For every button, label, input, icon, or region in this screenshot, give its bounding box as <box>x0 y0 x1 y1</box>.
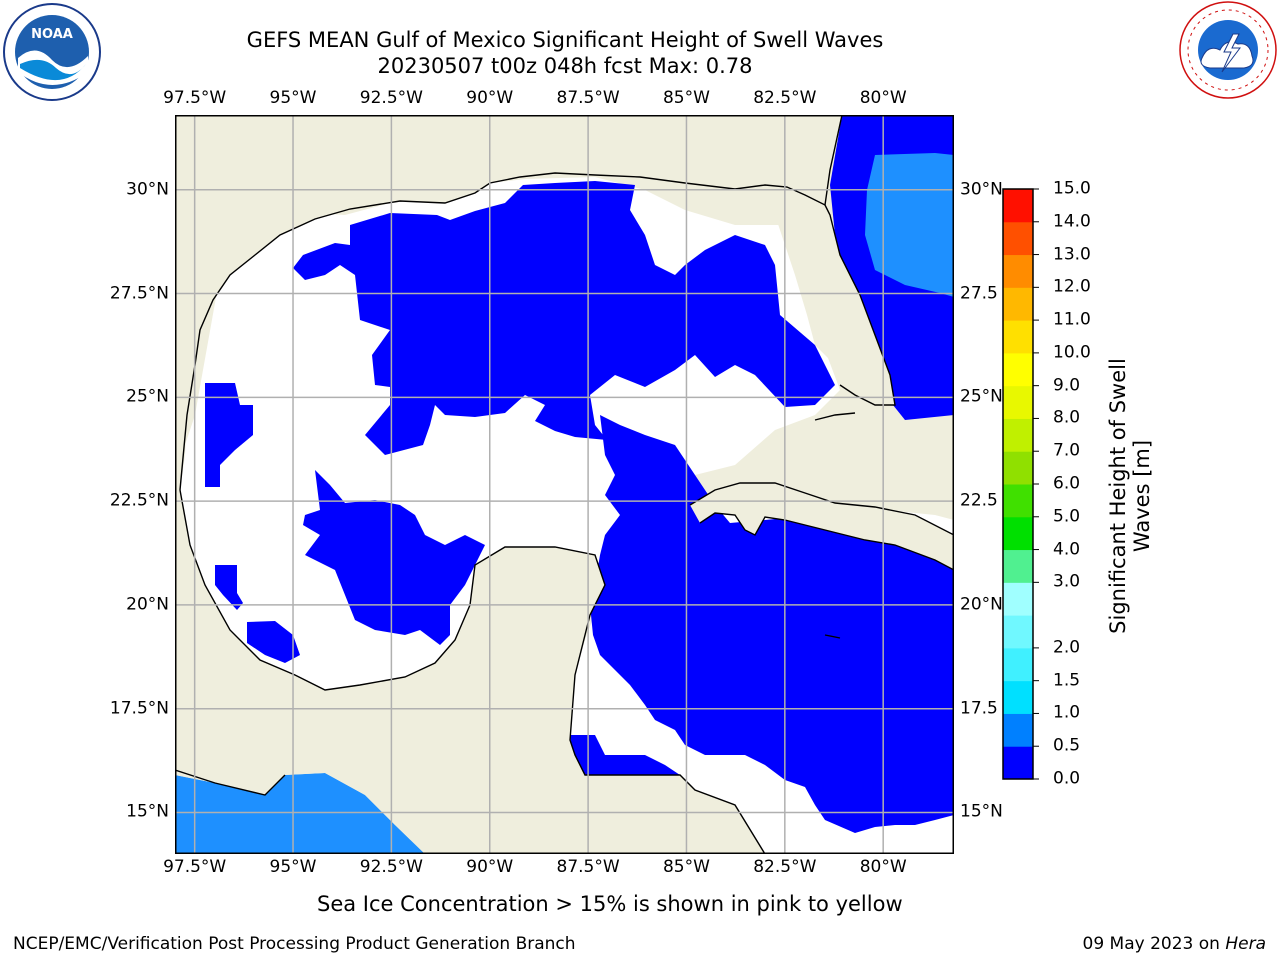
colorbar-band <box>1003 254 1033 288</box>
colorbar-tick-label: 8.0 <box>1053 407 1081 428</box>
lat-tick-label-right: 20°N <box>960 594 1003 615</box>
colorbar-title-line2: Waves [m] <box>1130 439 1154 553</box>
colorbar-band <box>1003 713 1033 747</box>
colorbar-band <box>1003 385 1033 419</box>
western-gulf-blue-field <box>303 470 485 645</box>
lon-tick-label: 92.5°W <box>359 857 423 877</box>
colorbar-tick-label: 0.0 <box>1053 768 1081 789</box>
map-frame <box>175 115 954 854</box>
colorbar-tick-label: 1.0 <box>1053 702 1081 723</box>
map-title-line2: 20230507 t00z 048h fcst Max: 0.78 <box>377 54 753 78</box>
pacific-light-field <box>175 773 425 854</box>
lat-tick-label-right: 25°N <box>960 386 1003 407</box>
colorbar-title-line1: Significant Height of Swell <box>1106 358 1130 634</box>
nws-logo <box>1178 0 1278 100</box>
lon-tick-label: 80°W <box>859 88 907 108</box>
footer-left: NCEP/EMC/Verification Post Processing Pr… <box>13 934 576 954</box>
lon-tick-label: 82.5°W <box>753 88 817 108</box>
gulf-of-honduras-blue-patch <box>570 735 680 775</box>
lon-tick-label: 85°W <box>662 88 710 108</box>
colorbar-tick-label: 5.0 <box>1053 506 1081 527</box>
graticule <box>175 115 954 854</box>
colorbar-band <box>1003 189 1033 223</box>
lat-tick-label-right: 22.5 <box>960 490 998 511</box>
map-plot <box>175 115 954 854</box>
sea-ice-note: Sea Ice Concentration > 15% is shown in … <box>317 892 903 916</box>
colorbar-band <box>1003 549 1033 583</box>
lon-tick-label: 87.5°W <box>556 88 620 108</box>
colorbar-band <box>1003 484 1033 518</box>
colorbar-title: Significant Height of Swell Waves [m] <box>1106 316 1154 676</box>
colorbar-tick-label: 13.0 <box>1053 244 1091 265</box>
footer-host: Hera <box>1225 934 1266 954</box>
lat-tick-label-left: 30°N <box>126 179 169 200</box>
colorbar-band <box>1003 647 1033 682</box>
colorbar-tick-label: 7.0 <box>1053 440 1081 461</box>
noaa-logo-text: NOAA <box>31 27 73 42</box>
colorbar-band <box>1003 582 1033 616</box>
lon-tick-label: 90°W <box>466 88 514 108</box>
colorbar-band <box>1003 320 1033 354</box>
lon-tick-label: 97.5°W <box>163 88 227 108</box>
colorbar-tick-label: 14.0 <box>1053 211 1091 232</box>
colorbar-band <box>1003 451 1033 485</box>
lon-tick-label: 95°W <box>269 857 317 877</box>
lat-tick-label-left: 17.5°N <box>109 698 169 719</box>
colorbar-tick-label: 15.0 <box>1053 178 1091 199</box>
lon-tick-label: 80°W <box>859 857 907 877</box>
lon-tick-label: 87.5°W <box>556 857 620 877</box>
noaa-logo: NOAA <box>2 2 102 102</box>
lat-tick-label-right: 17.5 <box>960 698 998 719</box>
colorbar-tick-label: 2.0 <box>1053 637 1081 658</box>
lon-tick-label: 97.5°W <box>163 857 227 877</box>
lat-tick-label-left: 20°N <box>126 594 169 615</box>
bay-of-campeche-blue-patch <box>215 565 243 610</box>
lon-tick-label: 90°W <box>466 857 514 877</box>
lon-tick-label: 95°W <box>269 88 317 108</box>
colorbar-tick-label: 12.0 <box>1053 276 1091 297</box>
land-mexico-central-america <box>175 495 765 854</box>
colorbar-band <box>1003 615 1033 649</box>
colorbar-band <box>1003 352 1033 387</box>
map-title-line1: GEFS MEAN Gulf of Mexico Significant Hei… <box>246 28 884 52</box>
land-north-gulf-coast <box>175 115 842 495</box>
colorbar-band <box>1003 746 1033 780</box>
lon-tick-label: 85°W <box>662 857 710 877</box>
colorbar-tick-label: 9.0 <box>1053 375 1081 396</box>
texas-shelf-blue-patch <box>205 383 253 487</box>
lat-tick-label-left: 25°N <box>126 386 169 407</box>
lat-tick-label-right: 27.5 <box>960 283 998 304</box>
colorbar-tick-label: 10.0 <box>1053 342 1091 363</box>
colorbar-band <box>1003 287 1033 321</box>
colorbar-band <box>1003 680 1033 714</box>
colorbar-tick-label: 1.5 <box>1053 670 1081 691</box>
colorbar-band <box>1003 418 1033 452</box>
lat-tick-label-right: 15°N <box>960 801 1003 822</box>
colorbar-tick-label: 3.0 <box>1053 571 1081 592</box>
lat-tick-label-right: 30°N <box>960 179 1003 200</box>
footer-date: 09 May 2023 on <box>1082 934 1226 954</box>
colorbar-tick-label: 11.0 <box>1053 309 1091 330</box>
lat-tick-label-left: 22.5°N <box>109 490 169 511</box>
central-gulf-blue-field <box>293 181 835 455</box>
colorbar-tick-label: 0.5 <box>1053 735 1081 756</box>
lat-tick-label-left: 15°N <box>126 801 169 822</box>
colorbar <box>1002 188 1039 780</box>
land-florida <box>765 115 895 405</box>
lon-tick-label: 82.5°W <box>753 857 817 877</box>
colorbar-tick-label: 4.0 <box>1053 539 1081 560</box>
colorbar-band <box>1003 516 1033 551</box>
land-cuba <box>690 483 954 570</box>
lat-tick-label-left: 27.5°N <box>109 283 169 304</box>
colorbar-tick-label: 6.0 <box>1053 473 1081 494</box>
veracruz-blue-patch <box>247 621 300 663</box>
footer-right: 09 May 2023 on Hera <box>1083 934 1267 954</box>
lon-tick-label: 92.5°W <box>359 88 423 108</box>
colorbar-band <box>1003 221 1033 256</box>
